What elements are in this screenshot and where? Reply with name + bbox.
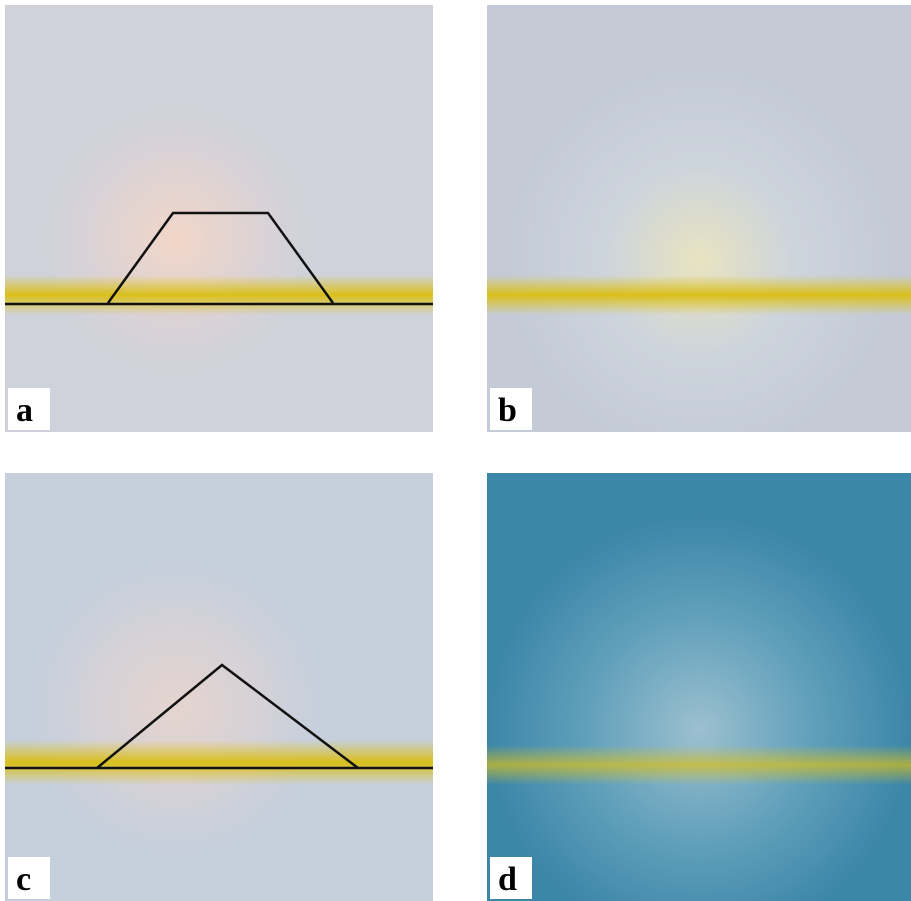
panel-a: a xyxy=(5,5,433,432)
panel-c: c xyxy=(5,473,433,901)
texture xyxy=(5,473,433,901)
yellow-band xyxy=(5,275,433,315)
panel-label: a xyxy=(16,392,33,429)
panel-background xyxy=(487,5,911,432)
panel-label: c xyxy=(16,861,31,898)
panel-label: d xyxy=(498,861,517,898)
yellow-band xyxy=(487,745,911,785)
yellow-band xyxy=(487,275,911,315)
figure: a b c d xyxy=(0,0,911,901)
panel-background xyxy=(487,473,911,901)
texture xyxy=(5,5,433,432)
panel-b: b xyxy=(487,5,911,432)
yellow-band xyxy=(5,740,433,785)
panel-label: b xyxy=(498,392,517,429)
panel-d: d xyxy=(487,473,911,901)
